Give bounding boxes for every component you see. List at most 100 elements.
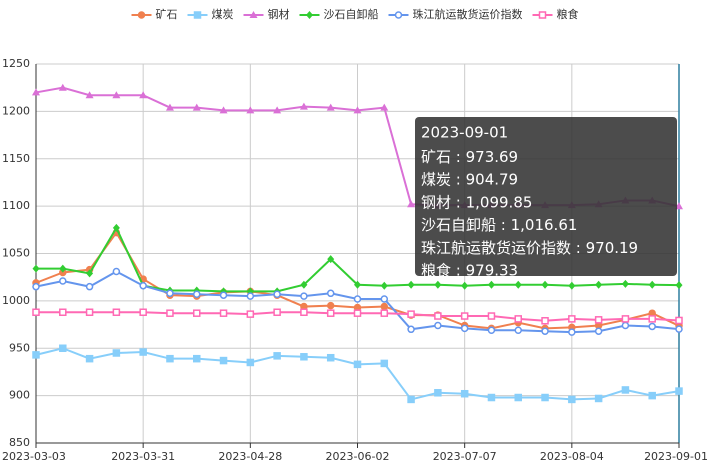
tooltip-name: 钢材 [421, 193, 451, 211]
data-point [273, 308, 281, 316]
tooltip-value: 904.79 [466, 170, 519, 188]
legend-symbol [137, 11, 146, 19]
data-point [487, 393, 496, 402]
data-point [273, 352, 281, 360]
data-point [85, 354, 94, 363]
legend-symbol [193, 11, 202, 19]
legend-item: 珠江航运散货运价指数 [388, 7, 523, 21]
legend-item: 沙石自卸船 [299, 7, 379, 21]
data-point [353, 106, 362, 114]
data-point [326, 353, 335, 362]
data-point [219, 309, 228, 317]
data-point [32, 88, 40, 96]
data-point [621, 315, 630, 323]
data-point [380, 103, 389, 111]
data-point [58, 83, 67, 91]
data-point [326, 309, 335, 317]
data-point [219, 291, 228, 299]
data-point [59, 308, 67, 316]
data-point [514, 393, 522, 402]
data-point [460, 389, 469, 398]
data-point [354, 280, 361, 289]
data-point [139, 308, 147, 316]
data-point [219, 106, 228, 114]
tooltip-sep: : [451, 261, 466, 279]
data-point [568, 395, 576, 404]
legend-label: 粮食 [557, 7, 579, 21]
data-point [407, 395, 415, 404]
data-point [487, 312, 496, 320]
data-point [541, 280, 549, 289]
data-point [273, 106, 282, 114]
data-point [165, 103, 174, 111]
tooltip-value: 1,016.61 [511, 216, 578, 234]
data-point [166, 354, 174, 363]
tooltip-value: 973.69 [466, 148, 519, 166]
tooltip-name: 矿石 [421, 148, 451, 166]
data-point [595, 280, 603, 289]
data-point [541, 317, 549, 325]
tooltip-row: 珠江航运散货运价指数 : 970.19 [421, 238, 638, 256]
data-point [621, 321, 630, 330]
data-point [460, 312, 469, 320]
tooltip-name: 粮食 [421, 261, 451, 279]
data-point [487, 326, 496, 334]
data-point [112, 349, 121, 357]
data-point [59, 344, 67, 352]
legend-symbol [394, 11, 403, 19]
data-point [32, 308, 40, 316]
data-point [326, 301, 335, 310]
x-tick-label: 2023-08-04 [540, 450, 604, 463]
data-point [32, 351, 40, 359]
data-point [32, 282, 40, 291]
data-point [246, 310, 255, 318]
x-tick-label: 2023-06-02 [326, 450, 390, 463]
tooltip-row: 沙石自卸船 : 1,016.61 [421, 216, 577, 234]
data-point [648, 322, 656, 331]
legend-item: 矿石 [131, 8, 178, 21]
tooltip-row: 矿石 : 973.69 [421, 148, 518, 166]
data-point [300, 308, 308, 316]
tooltip-value: 979.33 [466, 261, 519, 279]
data-point [85, 91, 94, 99]
data-point [326, 289, 335, 298]
legend-item: 粮食 [532, 7, 579, 21]
y-tick-label: 1100 [2, 199, 30, 212]
legend-label: 钢材 [268, 7, 290, 21]
data-point [300, 353, 308, 361]
data-point [139, 281, 147, 290]
data-point [166, 309, 174, 317]
legend-symbol [538, 11, 547, 19]
tooltip-value: 1,099.85 [466, 193, 533, 211]
data-point [139, 348, 147, 356]
data-point [648, 315, 656, 323]
data-point [380, 309, 389, 317]
data-point [300, 280, 308, 289]
tooltip-sep: : [451, 148, 466, 166]
data-point [434, 389, 442, 397]
y-tick-label: 950 [9, 341, 30, 354]
x-tick-label: 2023-03-03 [2, 450, 66, 463]
data-point [380, 281, 388, 290]
tooltip-title: 2023-09-01 [421, 124, 508, 142]
data-point [139, 91, 148, 99]
data-point [380, 295, 389, 303]
data-point [514, 315, 522, 323]
tooltip-sep: : [496, 216, 511, 234]
data-point [326, 103, 335, 111]
data-point [300, 292, 308, 300]
y-tick-label: 850 [9, 436, 30, 449]
data-point [460, 324, 469, 333]
y-tick-label: 1200 [2, 104, 30, 117]
data-point [514, 326, 522, 334]
data-point [219, 356, 228, 365]
data-point [112, 308, 121, 316]
tooltip-sep: : [571, 238, 586, 256]
tooltip-box [415, 117, 677, 276]
data-point [112, 267, 121, 276]
x-tick-label: 2023-03-31 [111, 450, 175, 463]
data-point [327, 255, 335, 264]
data-point [85, 308, 94, 316]
data-point [246, 292, 255, 300]
